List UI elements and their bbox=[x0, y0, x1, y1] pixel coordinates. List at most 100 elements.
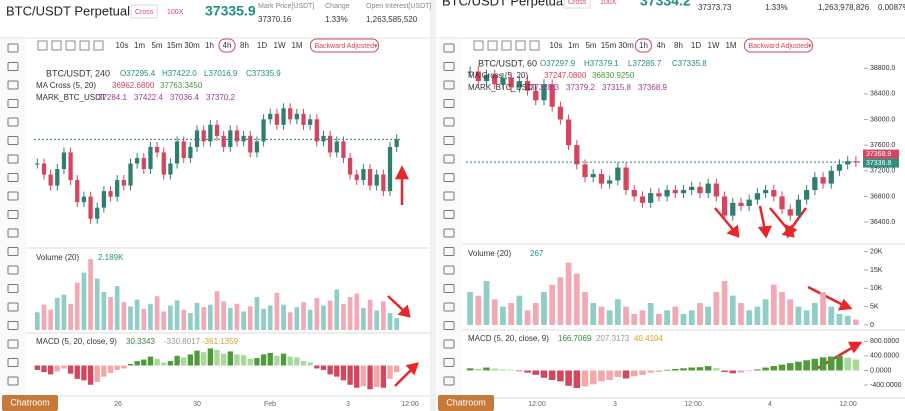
candle bbox=[314, 119, 319, 142]
chatroom-button[interactable] bbox=[438, 395, 494, 411]
tool-icon[interactable] bbox=[7, 247, 19, 256]
tool-icon[interactable] bbox=[7, 80, 19, 90]
adjust-mode[interactable]: Backward Adjusted▾ bbox=[749, 43, 813, 50]
interval[interactable]: 1D bbox=[257, 41, 267, 50]
tool-icon[interactable] bbox=[443, 247, 455, 256]
interval-active bbox=[218, 38, 236, 53]
chatroom-label[interactable]: Chatroom bbox=[10, 397, 50, 407]
leverage[interactable]: 100X bbox=[600, 0, 617, 6]
tool-icon[interactable] bbox=[7, 210, 19, 219]
tool-icon[interactable] bbox=[7, 173, 19, 182]
chart-tool[interactable] bbox=[93, 40, 104, 51]
volume-bar bbox=[475, 295, 482, 325]
chatroom-label[interactable]: Chatroom bbox=[446, 397, 486, 407]
interval[interactable]: 15m bbox=[601, 41, 617, 50]
tool-icon[interactable] bbox=[7, 358, 19, 367]
tool-icon[interactable] bbox=[7, 191, 19, 201]
tool-icon[interactable] bbox=[443, 358, 455, 367]
macd-bar bbox=[327, 365, 333, 375]
macd-bar bbox=[557, 370, 564, 382]
tool-icon[interactable] bbox=[7, 302, 19, 312]
interval[interactable]: 8h bbox=[240, 41, 249, 50]
tool-icon[interactable] bbox=[443, 173, 455, 182]
tool-icon[interactable] bbox=[7, 339, 19, 349]
leverage[interactable]: 100X bbox=[167, 9, 184, 16]
tool-icon[interactable] bbox=[443, 62, 455, 71]
tool-icon[interactable] bbox=[7, 62, 19, 71]
volume-bar bbox=[565, 262, 572, 325]
volume-bar bbox=[247, 306, 253, 330]
interval[interactable]: 1h bbox=[639, 41, 648, 50]
chart-tool[interactable] bbox=[65, 40, 76, 51]
tool-icon[interactable] bbox=[443, 80, 455, 90]
tool-icon[interactable] bbox=[7, 136, 19, 145]
chart-tool[interactable] bbox=[51, 40, 62, 51]
tool-icon[interactable] bbox=[443, 321, 455, 330]
tool-icon[interactable] bbox=[443, 136, 455, 145]
interval[interactable]: 5m bbox=[585, 41, 596, 50]
tool-icon[interactable] bbox=[7, 321, 19, 330]
adjust-mode[interactable]: Backward Adjusted▾ bbox=[315, 43, 379, 50]
macd-bar bbox=[121, 365, 127, 369]
macd-bar bbox=[67, 365, 74, 374]
price-tag bbox=[863, 149, 899, 159]
volume-bar bbox=[334, 289, 340, 330]
candle bbox=[68, 152, 73, 181]
chart-tool[interactable] bbox=[473, 40, 484, 51]
interval[interactable]: 1D bbox=[691, 41, 701, 50]
chart-tool[interactable] bbox=[515, 40, 526, 51]
chart-tool[interactable] bbox=[37, 40, 48, 51]
x-tick-label: 3 bbox=[346, 401, 350, 408]
volume-bar bbox=[672, 306, 679, 325]
tool-icon[interactable] bbox=[443, 43, 455, 53]
macd-bar bbox=[704, 366, 712, 371]
interval[interactable]: 5m bbox=[151, 41, 162, 50]
tool-icon[interactable] bbox=[7, 99, 19, 108]
interval[interactable]: 1M bbox=[291, 41, 302, 50]
tool-icon[interactable] bbox=[7, 376, 19, 386]
interval[interactable]: 15m bbox=[167, 41, 183, 50]
tool-icon[interactable] bbox=[7, 43, 19, 53]
interval[interactable]: 30m bbox=[184, 41, 200, 50]
tool-icon[interactable] bbox=[443, 191, 455, 201]
chart-tool[interactable] bbox=[501, 40, 512, 51]
interval[interactable]: 4h bbox=[223, 41, 232, 50]
interval[interactable]: 1m bbox=[134, 41, 145, 50]
margin-mode[interactable]: Cross bbox=[135, 9, 154, 16]
margin-box bbox=[130, 4, 158, 19]
margin-mode[interactable]: Cross bbox=[568, 0, 587, 6]
interval[interactable]: 8h bbox=[674, 41, 683, 50]
chart-tool[interactable] bbox=[79, 40, 90, 51]
interval[interactable]: 1M bbox=[725, 41, 736, 50]
interval[interactable]: 1W bbox=[708, 41, 720, 50]
macd-bar bbox=[307, 362, 313, 366]
chart-tool[interactable] bbox=[487, 40, 498, 51]
tool-icon[interactable] bbox=[443, 302, 455, 312]
tool-icon[interactable] bbox=[443, 210, 455, 219]
interval[interactable]: 1m bbox=[568, 41, 579, 50]
tool-icon[interactable] bbox=[443, 339, 455, 349]
interval[interactable]: 1W bbox=[274, 41, 286, 50]
interval[interactable]: 10s bbox=[550, 41, 563, 50]
tool-icon[interactable] bbox=[443, 154, 455, 164]
interval[interactable]: 4h bbox=[657, 41, 666, 50]
tool-icon[interactable] bbox=[7, 154, 19, 164]
tool-icon[interactable] bbox=[7, 117, 19, 127]
interval[interactable]: 10s bbox=[116, 41, 129, 50]
tool-icon[interactable] bbox=[443, 265, 455, 275]
interval[interactable]: 1h bbox=[205, 41, 214, 50]
tool-icon[interactable] bbox=[443, 99, 455, 108]
chart-tool[interactable] bbox=[529, 40, 540, 51]
chatroom-button[interactable] bbox=[2, 395, 58, 411]
tool-icon[interactable] bbox=[443, 117, 455, 127]
interval[interactable]: 30m bbox=[618, 41, 634, 50]
candle bbox=[467, 71, 473, 73]
tool-icon[interactable] bbox=[7, 284, 19, 293]
legend-mark-value: 37284.1 bbox=[98, 93, 127, 102]
tool-icon[interactable] bbox=[443, 284, 455, 293]
tool-icon[interactable] bbox=[443, 376, 455, 386]
tool-icon[interactable] bbox=[7, 228, 19, 238]
tool-icon[interactable] bbox=[443, 228, 455, 238]
macd-bar bbox=[394, 365, 400, 373]
tool-icon[interactable] bbox=[7, 265, 19, 275]
